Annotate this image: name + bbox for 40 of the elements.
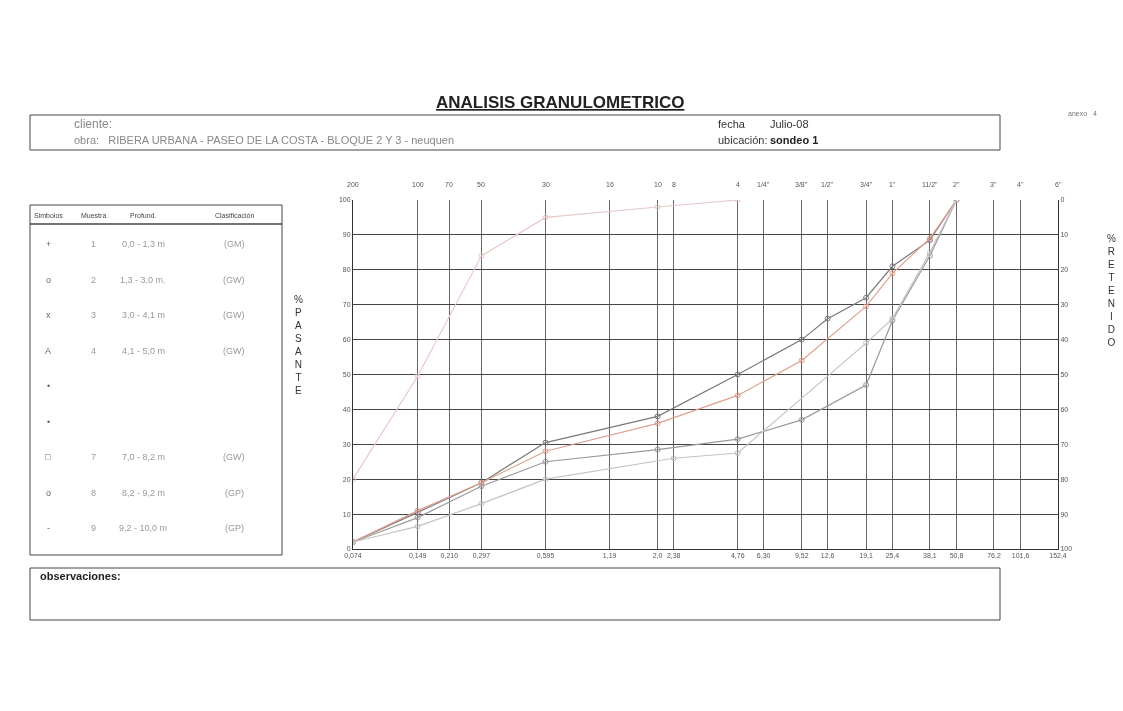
text: • [47, 417, 51, 427]
text: fecha [718, 118, 746, 130]
text: Julio-08 [770, 118, 809, 130]
text: (GW) [223, 310, 245, 320]
text: 9,2 - 10,0 m [119, 523, 168, 533]
chart-title: ANALISIS GRANULOMETRICO [436, 93, 685, 112]
text: 7 [91, 452, 97, 462]
text: - [47, 523, 50, 533]
text: 8,2 - 9,2 m [122, 488, 166, 498]
text: o [46, 275, 52, 285]
text: (GP) [225, 488, 244, 498]
text: observaciones: [40, 570, 121, 582]
text: □ [45, 452, 51, 462]
y-axis-title: % PASANTE [294, 294, 303, 396]
text: ubicación: [718, 134, 768, 146]
text: (GW) [223, 452, 245, 462]
text: + [46, 239, 52, 249]
text: 7,0 - 8,2 m [122, 452, 166, 462]
text: (GW) [223, 346, 245, 356]
text: % RETENIDO [1107, 233, 1116, 348]
text: sondeo 1 [770, 134, 819, 146]
text: cliente: [74, 117, 113, 131]
text: 4 [91, 346, 97, 356]
text: (GM) [224, 239, 245, 249]
text: o [46, 488, 52, 498]
text: A [45, 346, 52, 356]
text: 9 [91, 523, 97, 533]
text: 4,1 - 5,0 m [122, 346, 166, 356]
text: • [47, 381, 51, 391]
text: 2 [91, 275, 97, 285]
text: (GP) [225, 523, 244, 533]
text: 0,0 - 1,3 m [122, 239, 166, 249]
text: 1 [91, 239, 97, 249]
text: obra: RIBERA URBANA - PASEO DE LA COSTA - BLOQUE 2 Y 3 - neuquen [74, 134, 455, 146]
text: 8 [91, 488, 97, 498]
text: 3 [91, 310, 97, 320]
text: 1,3 - 3,0 m. [120, 275, 166, 285]
text: (GW) [223, 275, 245, 285]
text: x [46, 310, 51, 320]
text: 3,0 - 4,1 m [122, 310, 166, 320]
